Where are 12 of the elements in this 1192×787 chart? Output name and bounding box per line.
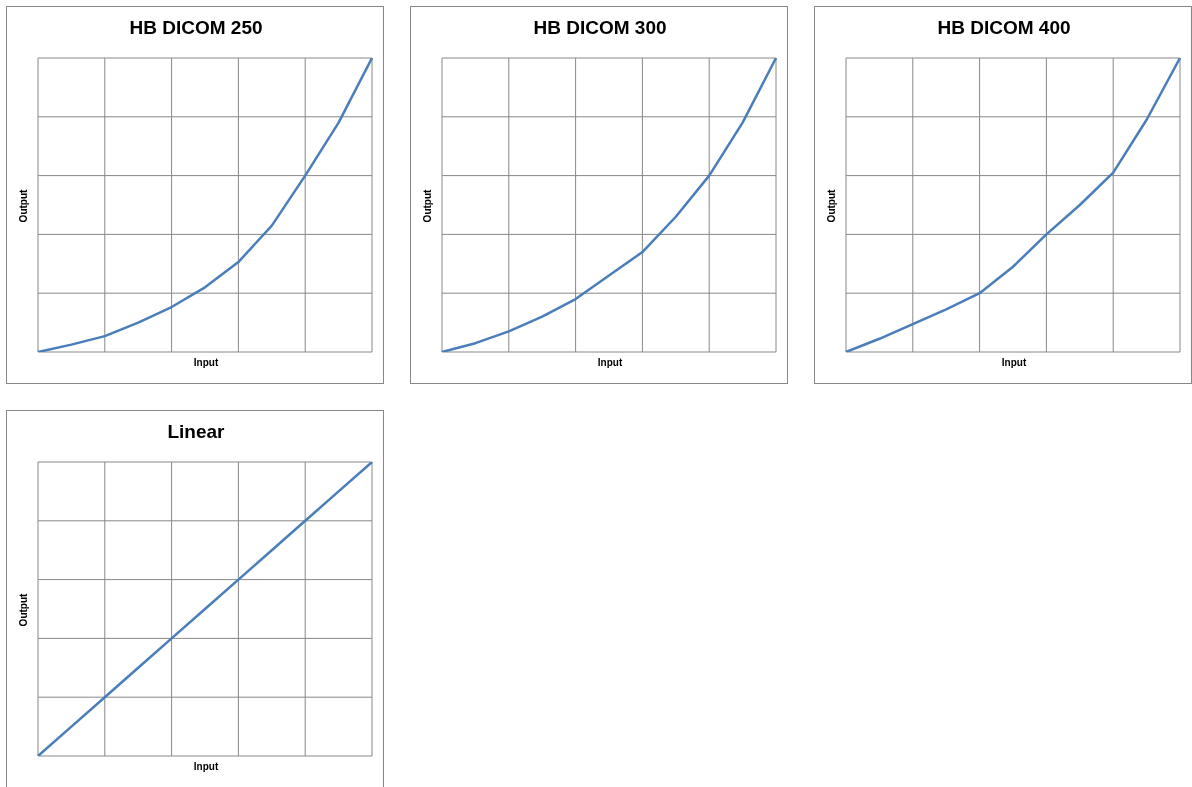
chart-title: HB DICOM 250 [128, 17, 264, 39]
x-axis-title: Input [596, 357, 624, 368]
y-axis-title: Output [826, 188, 838, 225]
y-axis-title: Output [422, 188, 434, 225]
chart-title: HB DICOM 300 [532, 17, 668, 39]
chart-title: Linear [166, 421, 226, 443]
x-axis-title: Input [192, 357, 220, 368]
y-axis-title: Output [18, 188, 30, 225]
y-axis-title: Output [18, 592, 30, 629]
x-axis-title: Input [192, 761, 220, 772]
chart-title: HB DICOM 400 [936, 17, 1072, 39]
x-axis-title: Input [1000, 357, 1028, 368]
